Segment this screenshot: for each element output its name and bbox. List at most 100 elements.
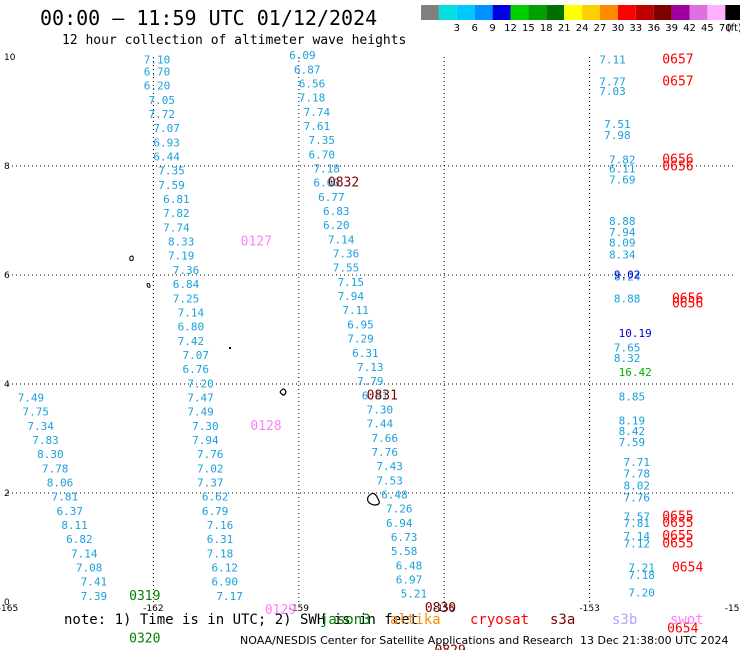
pass-label: 0127 xyxy=(241,235,272,250)
wave-height-point: 7.35 xyxy=(158,165,185,178)
mission-name: swot xyxy=(670,612,704,628)
wave-height-point: 7.57 xyxy=(624,510,651,523)
wave-height-point: 7.49 xyxy=(187,406,214,419)
credit-line: NOAA/NESDIS Center for Satellite Applica… xyxy=(240,634,574,647)
wave-height-point: 7.07 xyxy=(182,349,209,362)
wave-height-point: 7.36 xyxy=(333,248,360,261)
color-scale-label: 3 xyxy=(454,23,460,34)
mission-name: jason3 xyxy=(320,612,371,628)
x-tick-label: -153 xyxy=(579,604,599,614)
wave-height-point: 6.82 xyxy=(66,533,93,546)
y-tick-label: 2 xyxy=(4,489,10,499)
wave-height-point: 7.08 xyxy=(76,561,103,574)
wave-height-point: 6.97 xyxy=(396,573,423,586)
pass-label: 0128 xyxy=(250,419,281,434)
wave-height-point: 7.20 xyxy=(628,587,655,600)
wave-height-point: 8.42 xyxy=(619,425,646,438)
wave-height-point: 7.37 xyxy=(197,476,224,489)
wave-height-point: 7.19 xyxy=(168,250,195,263)
wave-height-point: 8.33 xyxy=(168,236,195,249)
color-scale-label: 18 xyxy=(540,23,553,34)
map-grid xyxy=(8,57,735,602)
wave-height-point: 7.65 xyxy=(614,341,641,354)
pass-label: 0656 xyxy=(662,159,693,174)
y-tick-label: 8 xyxy=(4,162,10,172)
wave-height-point: 7.51 xyxy=(604,118,631,131)
wave-height-point: 6.70 xyxy=(144,66,171,79)
mission-name: altika xyxy=(390,612,441,628)
wave-height-point: 7.15 xyxy=(338,276,365,289)
color-scale-label: 6 xyxy=(472,23,478,34)
y-tick-label: 0 xyxy=(4,598,10,608)
wave-height-point: 7.18 xyxy=(299,92,326,105)
generated-timestamp: 13 Dec 21:38:00 UTC 2024 xyxy=(580,634,729,647)
wave-height-point: 6.94 xyxy=(386,517,413,530)
pass-label: 0129 xyxy=(265,603,296,618)
wave-height-point: 7.12 xyxy=(624,538,651,551)
wave-height-point: 7.74 xyxy=(304,106,331,119)
wave-height-point: 7.79 xyxy=(357,375,384,388)
island-outline xyxy=(229,347,231,349)
wave-height-point: 7.10 xyxy=(144,54,171,67)
color-swatch xyxy=(528,5,547,20)
color-swatch xyxy=(635,5,654,20)
wave-height-point: 7.11 xyxy=(342,304,369,317)
wave-height-point: 6.60 xyxy=(313,177,340,190)
mission-altika: altika xyxy=(390,612,441,628)
wave-height-point: 7.49 xyxy=(18,391,45,404)
wave-height-point: 7.26 xyxy=(386,503,413,516)
color-swatch xyxy=(689,5,708,20)
x-tick-label: -156 xyxy=(434,604,455,614)
pass-label: 0655 xyxy=(662,529,693,544)
page-title: 00:00 – 11:59 UTC 01/12/2024 xyxy=(40,6,378,30)
color-scale-label: 36 xyxy=(647,23,660,34)
mission-name: cryosat xyxy=(470,612,530,628)
color-scale-label: 39 xyxy=(665,23,678,34)
color-scale-label: 24 xyxy=(576,23,589,34)
mission-swot: swot xyxy=(670,612,704,628)
wave-height-point: 7.18 xyxy=(628,569,655,582)
wave-height-point: 7.78 xyxy=(42,462,69,475)
wave-height-point: 7.30 xyxy=(367,403,394,416)
wave-height-point: 7.16 xyxy=(207,519,234,532)
mission-jason3: jason3 xyxy=(320,612,371,628)
wave-height-point: 7.94 xyxy=(192,434,219,447)
y-tick-label: 10 xyxy=(4,53,16,63)
wave-height-point: 7.02 xyxy=(197,462,224,475)
wave-height-point: 6.80 xyxy=(178,321,205,334)
wave-height-point: 6.70 xyxy=(308,148,335,161)
wave-height-point: 7.43 xyxy=(376,460,403,473)
pass-label: 0656 xyxy=(662,152,693,167)
wave-height-point: 7.05 xyxy=(149,94,176,107)
wave-height-point: 7.82 xyxy=(609,153,636,166)
color-swatch xyxy=(617,5,636,20)
wave-height-point: 5.21 xyxy=(401,588,428,601)
wave-height-point: 8.34 xyxy=(609,249,636,262)
wave-height-point: 9.02 xyxy=(614,268,641,281)
wave-height-point: 7.74 xyxy=(163,221,190,234)
wave-height-point: 10.19 xyxy=(619,327,652,340)
pass-label: 0655 xyxy=(662,516,693,531)
x-tick-label: -165 xyxy=(0,604,18,614)
color-scale-label: 70 xyxy=(719,23,732,34)
mission-name: s3a xyxy=(550,612,576,628)
pass-label: 0319 xyxy=(129,589,160,604)
wave-height-point: 7.18 xyxy=(313,163,340,176)
wave-height-point: 8.85 xyxy=(619,390,646,403)
wave-height-point: 7.61 xyxy=(304,120,331,133)
wave-height-point: 7.75 xyxy=(23,406,50,419)
wave-height-point: 8.30 xyxy=(37,448,64,461)
wave-height-point: 6.48 xyxy=(381,488,408,501)
wave-height-point: 7.59 xyxy=(619,436,646,449)
color-swatch xyxy=(421,5,439,20)
island-outline xyxy=(129,255,134,262)
color-scale-label: 12 xyxy=(504,23,517,34)
pass-labels: 0127 0128 0129 0832 0831 0830 0829 0319 0320 0657… xyxy=(129,53,703,650)
wave-height-point: 7.30 xyxy=(192,420,219,433)
color-swatch xyxy=(600,5,618,20)
wave-height-point: 7.72 xyxy=(149,108,176,121)
color-scale-label: 45 xyxy=(701,23,714,34)
wave-height-point: 6.20 xyxy=(323,219,350,232)
